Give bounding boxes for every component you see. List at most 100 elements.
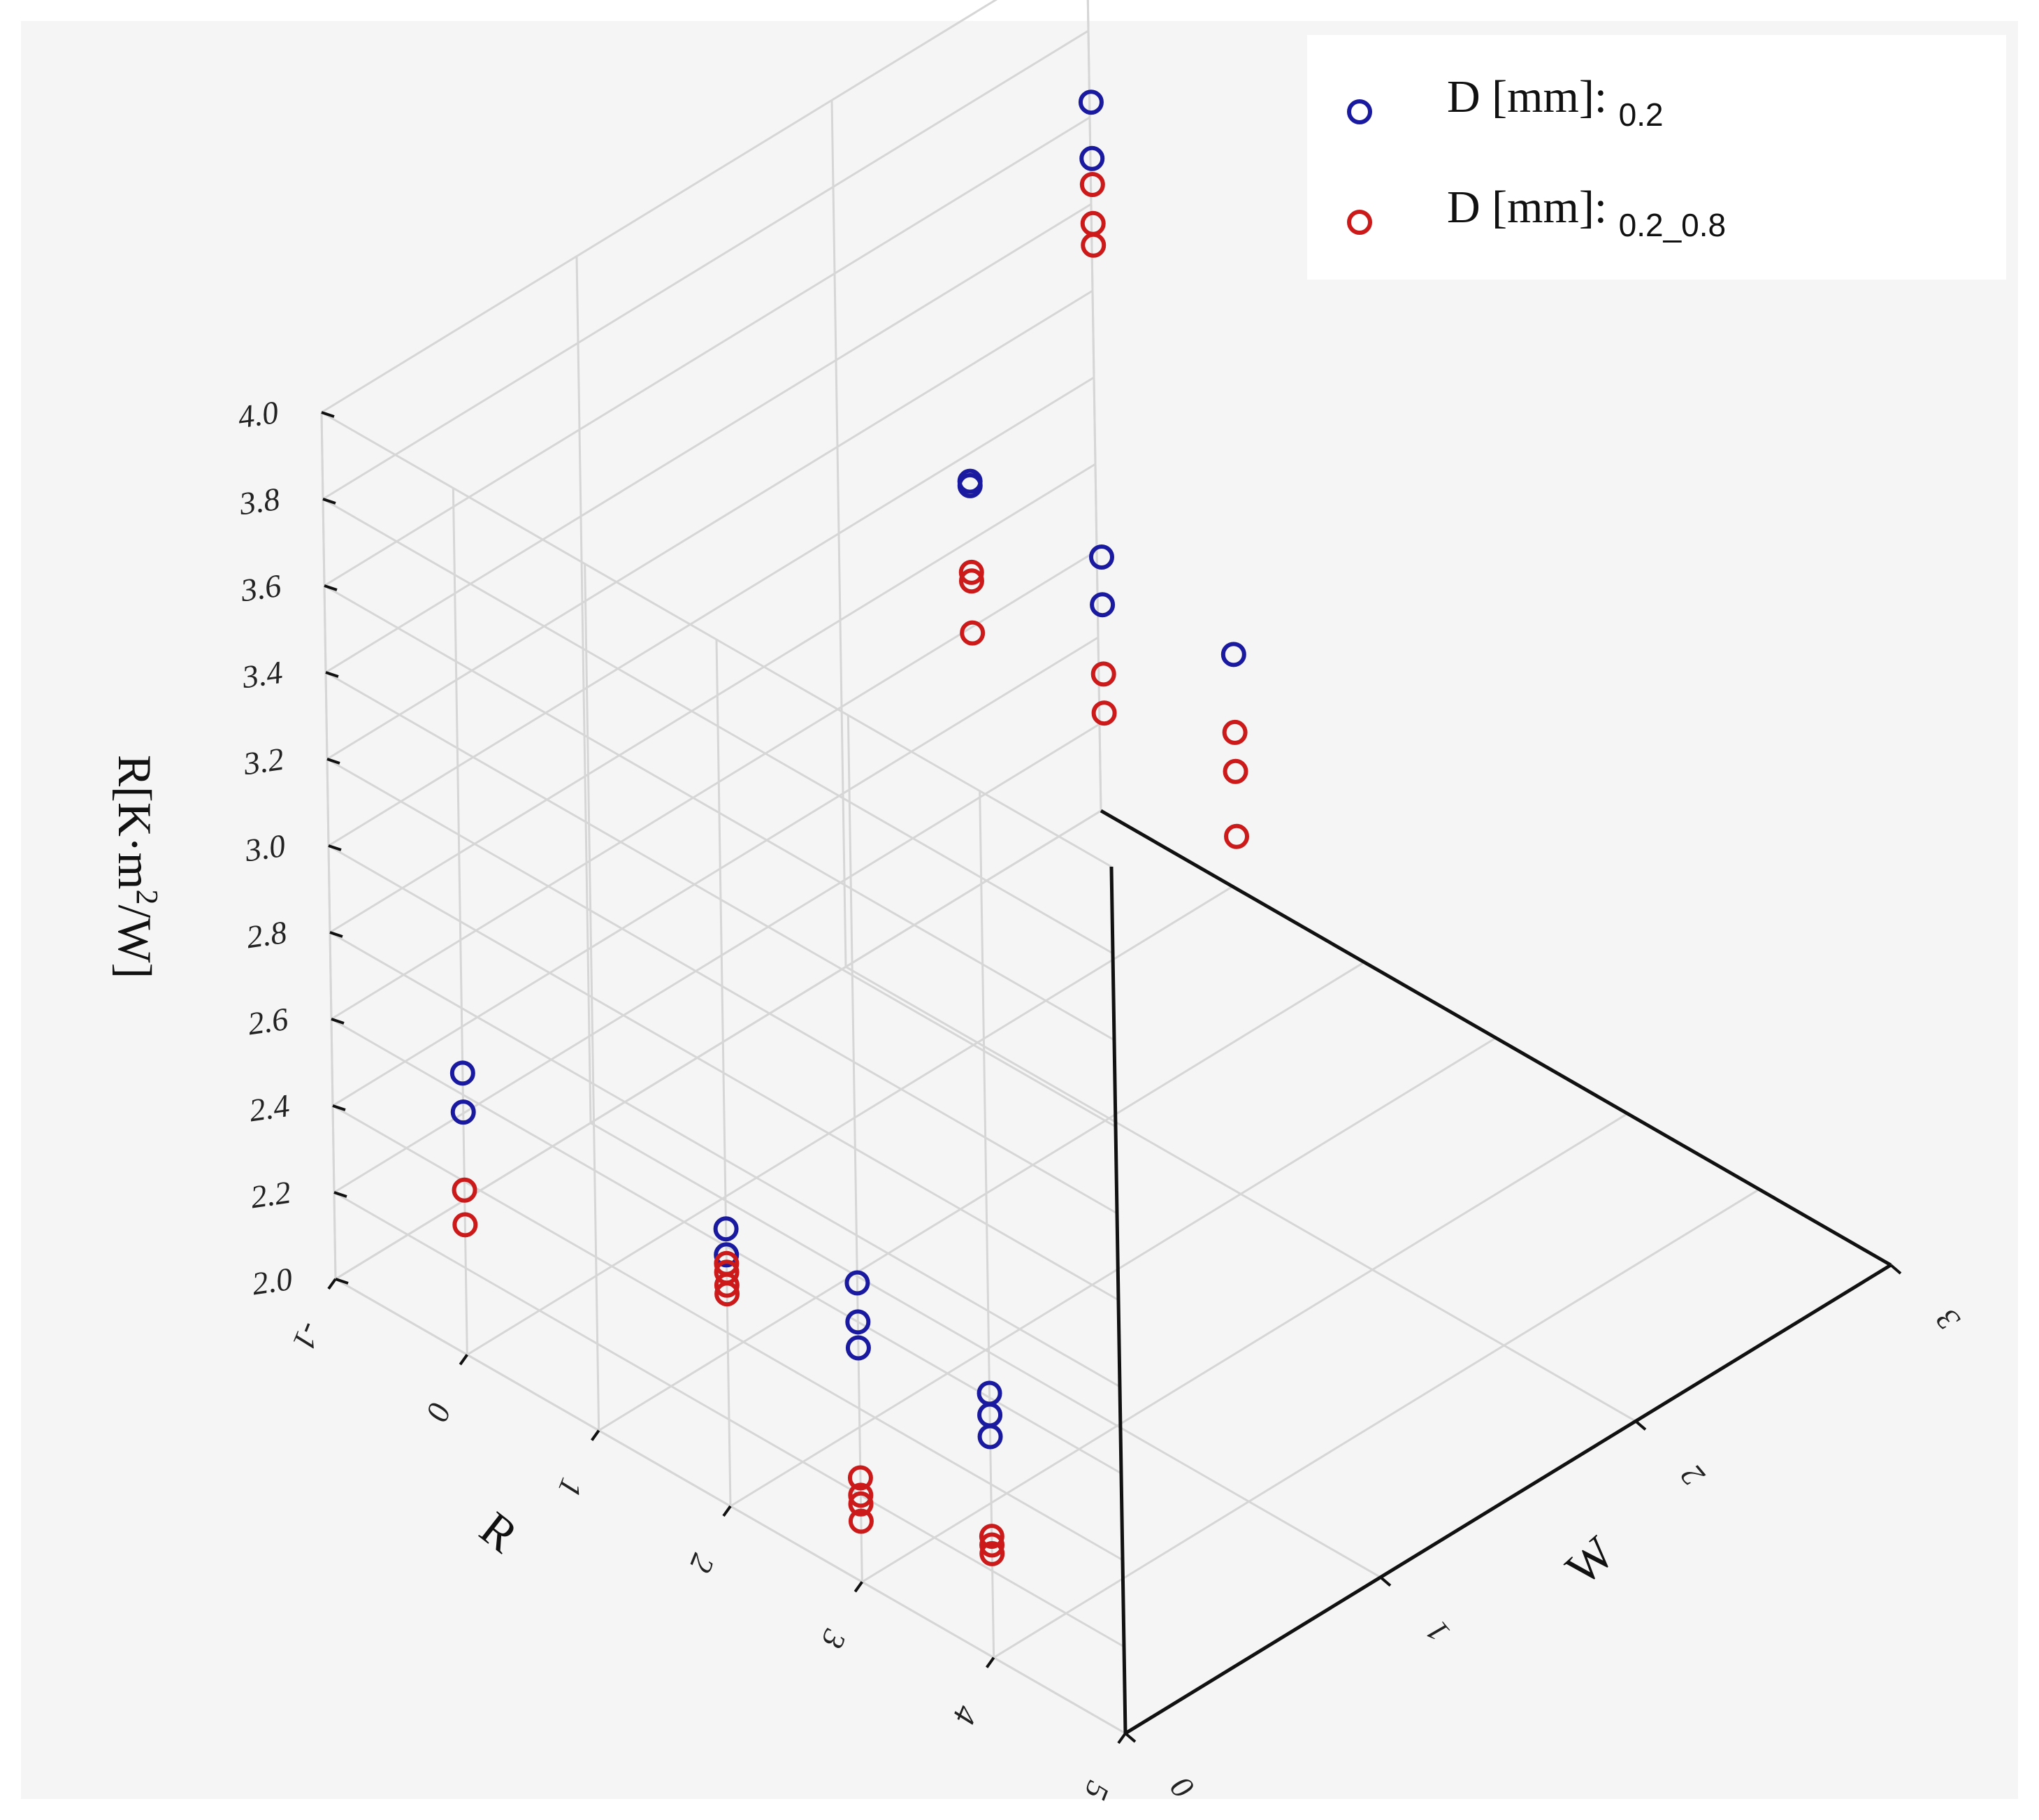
r-tick-mark xyxy=(853,1581,863,1593)
data-point-series-2 xyxy=(1224,823,1250,849)
data-point-series-2 xyxy=(1222,719,1248,745)
data-point-series-2 xyxy=(979,1532,1005,1558)
z-tick-mark xyxy=(329,931,343,938)
z-axis-line xyxy=(1109,866,1127,1734)
data-point-series-1 xyxy=(450,1099,476,1125)
legend-series-2-name: D [mm]: xyxy=(1447,182,1607,233)
floor-grid-r xyxy=(730,1037,1497,1508)
data-point-series-1 xyxy=(1079,145,1105,171)
legend: D [mm]: 0.2 D [mm]: 0.2_0.8 xyxy=(1307,35,2006,280)
data-point-series-1 xyxy=(844,1270,870,1296)
data-point-series-1 xyxy=(977,1424,1003,1450)
data-point-series-2 xyxy=(714,1281,740,1307)
legend-series-1-name: D [mm]: xyxy=(1447,71,1607,122)
legend-label-series-2: D [mm]: 0.2_0.8 xyxy=(1447,182,1726,243)
w-tick-mark xyxy=(1634,1420,1647,1431)
z-axis-title-tail: /W] xyxy=(108,904,161,978)
legend-series-1-sub: 0.2 xyxy=(1619,96,1664,133)
data-point-series-2 xyxy=(958,568,984,594)
r-axis-line xyxy=(1100,809,1892,1267)
z-tick-mark xyxy=(332,1104,346,1111)
svg-text:R[K·m2/W]: R[K·m2/W] xyxy=(108,755,164,978)
chart-background xyxy=(21,21,2018,1799)
data-point-series-2 xyxy=(1079,172,1105,197)
wall-grid-z-right xyxy=(329,463,1096,934)
z-axis-title-main: R[K·m xyxy=(108,755,161,890)
w-tick-mark xyxy=(1889,1264,1902,1275)
wall-grid-z-right xyxy=(324,116,1090,587)
z-tick-mark xyxy=(321,411,335,418)
data-points xyxy=(449,89,1250,1566)
data-point-series-2 xyxy=(1091,700,1117,726)
w-axis-line xyxy=(1124,1263,1892,1735)
z-tick-mark xyxy=(331,1018,345,1025)
data-point-series-1 xyxy=(1090,592,1116,618)
data-point-series-2 xyxy=(1223,758,1248,784)
wall-grid-r xyxy=(584,563,600,1431)
z-tick-mark xyxy=(335,1278,349,1285)
wall-grid-w xyxy=(830,100,847,967)
data-point-series-1 xyxy=(1089,544,1114,570)
data-point-series-2 xyxy=(1090,661,1116,687)
r-tick-mark xyxy=(722,1505,732,1517)
w-tick-mark xyxy=(1379,1576,1392,1587)
wall-grid-r xyxy=(452,488,468,1355)
data-point-series-2 xyxy=(847,1465,873,1491)
data-point-series-2 xyxy=(979,1524,1004,1550)
data-point-series-2 xyxy=(848,1491,874,1517)
floor-grid-r xyxy=(598,961,1365,1431)
data-point-series-2 xyxy=(1081,232,1107,258)
z-tick-mark xyxy=(333,1191,347,1198)
wall-grid-z-right xyxy=(328,376,1095,847)
data-point-series-1 xyxy=(714,1242,740,1268)
data-point-series-2 xyxy=(714,1272,740,1298)
wall-grid-z-right xyxy=(322,29,1089,500)
z-tick-mark xyxy=(326,758,340,765)
z-tick-label: 2.4 xyxy=(247,1088,291,1129)
z-tick-label: 2.8 xyxy=(244,914,289,955)
data-point-series-2 xyxy=(958,559,984,585)
data-point-series-2 xyxy=(452,1212,478,1238)
z-tick-label: 3.8 xyxy=(236,481,282,522)
data-point-series-1 xyxy=(449,1060,475,1086)
z-tick-label: 3.0 xyxy=(242,828,287,869)
r-tick-mark xyxy=(1117,1732,1127,1745)
wall-grid-z-right xyxy=(331,549,1097,1020)
wall-grid-z-right xyxy=(325,203,1092,674)
axes xyxy=(321,411,1902,1745)
z-tick-label: 2.0 xyxy=(250,1261,294,1302)
z-tick-mark xyxy=(322,498,336,505)
z-tick-mark xyxy=(324,584,338,591)
z-tick-label: 4.0 xyxy=(236,394,280,435)
data-point-series-1 xyxy=(713,1216,739,1242)
w-tick-mark xyxy=(1124,1732,1137,1743)
data-point-series-2 xyxy=(848,1508,874,1534)
data-point-series-1 xyxy=(1078,89,1104,115)
legend-box xyxy=(1307,35,2006,280)
z-tick-mark xyxy=(325,671,339,678)
wall-grid-z-right xyxy=(332,636,1099,1107)
data-point-series-1 xyxy=(1220,642,1246,667)
z-tick-label: 3.2 xyxy=(240,741,286,782)
z-tick-label: 2.2 xyxy=(248,1174,293,1215)
data-point-series-2 xyxy=(848,1482,874,1508)
z-tick-label: 2.6 xyxy=(245,1001,290,1042)
z-tick-mark xyxy=(328,844,342,851)
legend-label-series-1: D [mm]: 0.2 xyxy=(1447,71,1664,133)
data-point-series-2 xyxy=(979,1540,1005,1566)
z-tick-label: 3.4 xyxy=(239,654,284,695)
wall-grid-z-right xyxy=(333,723,1100,1194)
data-point-series-1 xyxy=(845,1309,871,1335)
r-tick-mark xyxy=(459,1354,468,1366)
wall-grid-z-right xyxy=(321,0,998,414)
r-tick-mark xyxy=(986,1656,995,1668)
data-point-series-2 xyxy=(452,1177,477,1203)
data-point-series-1 xyxy=(845,1335,871,1361)
r-tick-mark xyxy=(591,1429,600,1441)
z-tick-label: 3.6 xyxy=(238,568,283,609)
floor-grid-r xyxy=(466,886,1234,1356)
wall-grid-r xyxy=(979,790,995,1658)
data-point-series-2 xyxy=(960,620,986,646)
floor-grid-w xyxy=(845,966,1636,1422)
